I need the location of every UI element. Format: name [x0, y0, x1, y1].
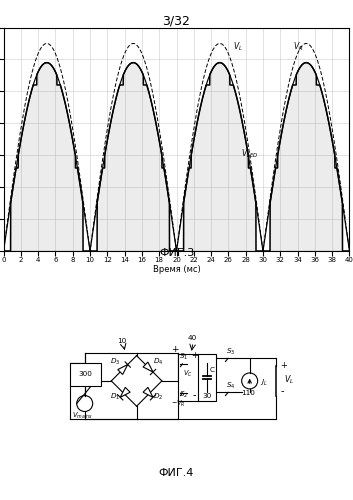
Text: $D_1$: $D_1$	[110, 392, 121, 402]
Polygon shape	[120, 388, 130, 398]
Text: 10: 10	[117, 338, 127, 344]
Text: $S_3$: $S_3$	[226, 347, 235, 357]
Text: $V_{mains}$: $V_{mains}$	[72, 410, 92, 420]
Text: 110: 110	[241, 390, 255, 396]
Text: $S_4$: $S_4$	[226, 381, 235, 391]
Text: $D_4$: $D_4$	[152, 356, 163, 366]
Text: 40: 40	[188, 336, 197, 342]
Text: $S_2$: $S_2$	[179, 390, 188, 400]
Text: 30: 30	[203, 392, 212, 398]
Text: $V_R$: $V_R$	[293, 41, 304, 54]
Text: +: +	[280, 360, 287, 370]
Text: $S_1$: $S_1$	[179, 352, 188, 362]
Text: +: +	[191, 351, 198, 360]
Text: $V_C$: $V_C$	[183, 370, 193, 380]
Text: ФИГ.3: ФИГ.3	[159, 248, 194, 258]
Text: +: +	[171, 344, 178, 354]
Text: 300: 300	[78, 372, 92, 378]
Text: $V_{LED}$: $V_{LED}$	[241, 148, 259, 160]
Text: $J_L$: $J_L$	[260, 378, 268, 388]
Text: C: C	[209, 366, 214, 372]
Text: $V_L$: $V_L$	[284, 374, 294, 386]
Text: $-V_R$: $-V_R$	[170, 398, 185, 409]
Text: $V_L$: $V_L$	[233, 41, 243, 54]
Text: -: -	[193, 390, 196, 400]
Bar	[70, 363, 101, 386]
Text: ФИГ.4: ФИГ.4	[159, 468, 194, 477]
Text: -: -	[280, 386, 284, 396]
Text: 3/32: 3/32	[163, 14, 190, 27]
Polygon shape	[143, 388, 153, 398]
Bar	[178, 354, 216, 401]
Text: $D_2$: $D_2$	[152, 392, 163, 402]
X-axis label: Время (мс): Время (мс)	[152, 264, 201, 274]
Polygon shape	[143, 362, 153, 372]
Text: $D_3$: $D_3$	[110, 358, 121, 368]
Polygon shape	[118, 364, 128, 374]
